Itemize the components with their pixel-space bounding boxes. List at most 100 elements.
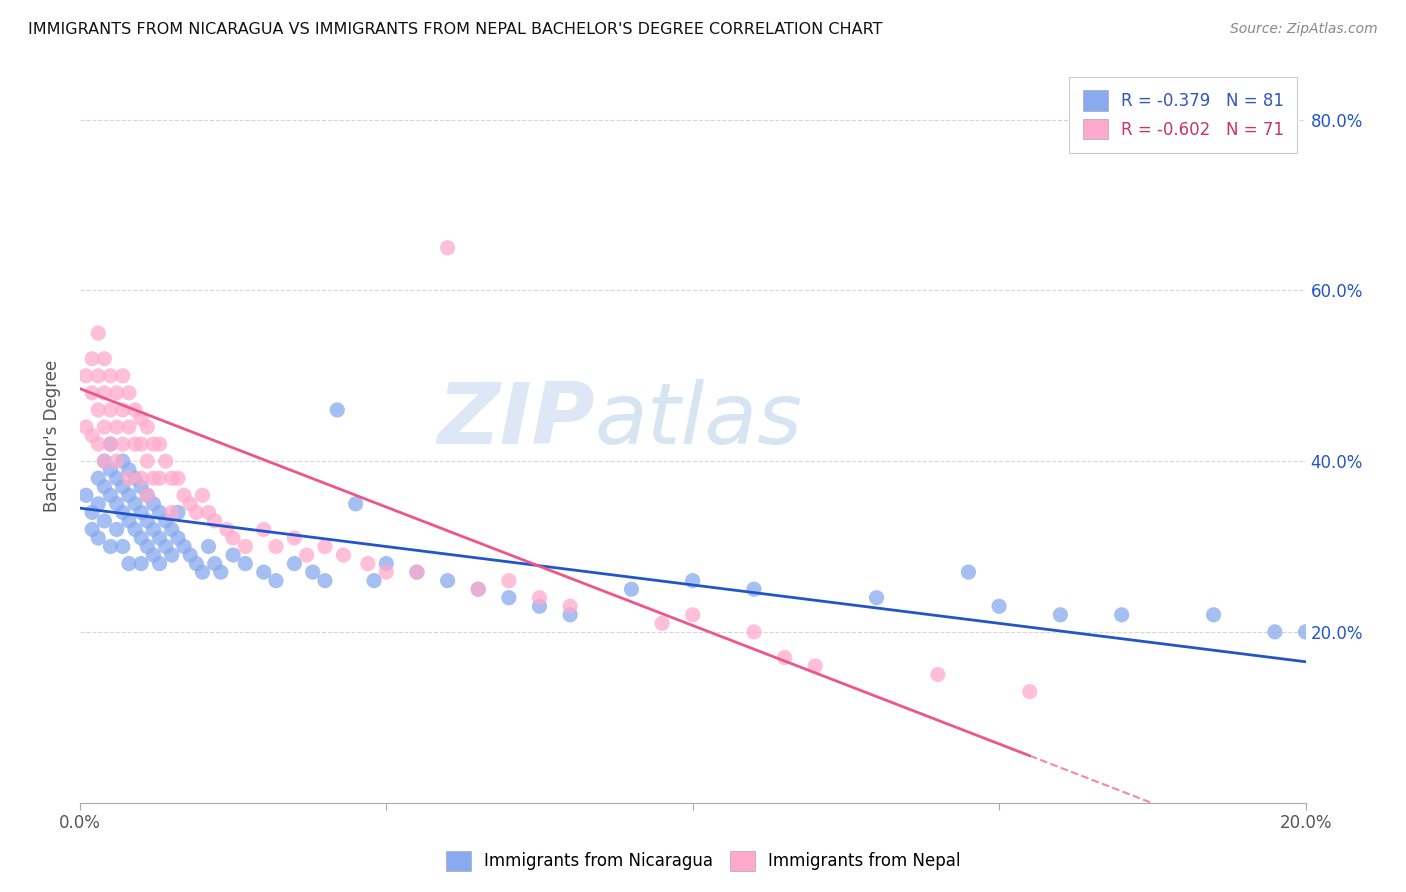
Point	[160, 548, 183, 562]
Point	[118, 420, 141, 434]
Point	[124, 497, 146, 511]
Point	[804, 659, 827, 673]
Point	[927, 667, 949, 681]
Point	[197, 540, 219, 554]
Point	[148, 531, 170, 545]
Point	[167, 505, 190, 519]
Point	[283, 531, 305, 545]
Point	[136, 454, 159, 468]
Point	[105, 523, 128, 537]
Point	[142, 497, 165, 511]
Point	[148, 437, 170, 451]
Point	[620, 582, 643, 597]
Point	[129, 411, 152, 425]
Text: ZIP: ZIP	[437, 379, 595, 462]
Point	[742, 582, 765, 597]
Point	[87, 531, 110, 545]
Point	[406, 565, 429, 579]
Point	[111, 540, 134, 554]
Point	[1264, 624, 1286, 639]
Point	[204, 514, 226, 528]
Point	[742, 624, 765, 639]
Point	[155, 514, 177, 528]
Point	[105, 385, 128, 400]
Point	[105, 420, 128, 434]
Point	[82, 385, 104, 400]
Point	[100, 437, 122, 451]
Point	[105, 497, 128, 511]
Point	[93, 385, 115, 400]
Point	[155, 454, 177, 468]
Point	[93, 351, 115, 366]
Point	[129, 531, 152, 545]
Point	[344, 497, 367, 511]
Point	[111, 437, 134, 451]
Point	[87, 368, 110, 383]
Point	[682, 574, 704, 588]
Point	[467, 582, 489, 597]
Point	[222, 548, 245, 562]
Point	[363, 574, 385, 588]
Point	[357, 557, 380, 571]
Point	[179, 497, 201, 511]
Point	[75, 488, 97, 502]
Point	[375, 557, 398, 571]
Point	[136, 540, 159, 554]
Point	[105, 454, 128, 468]
Point	[87, 403, 110, 417]
Point	[129, 437, 152, 451]
Point	[326, 403, 349, 417]
Point	[186, 505, 208, 519]
Point	[160, 523, 183, 537]
Point	[436, 241, 458, 255]
Point	[191, 488, 214, 502]
Point	[118, 471, 141, 485]
Point	[191, 565, 214, 579]
Point	[136, 420, 159, 434]
Point	[136, 488, 159, 502]
Point	[160, 471, 183, 485]
Point	[264, 540, 287, 554]
Point	[529, 599, 551, 614]
Point	[197, 505, 219, 519]
Point	[87, 326, 110, 340]
Point	[173, 488, 195, 502]
Point	[215, 523, 238, 537]
Point	[253, 565, 276, 579]
Point	[314, 574, 336, 588]
Point	[179, 548, 201, 562]
Point	[295, 548, 318, 562]
Point	[314, 540, 336, 554]
Point	[865, 591, 887, 605]
Point	[118, 488, 141, 502]
Point	[1018, 684, 1040, 698]
Point	[651, 616, 673, 631]
Point	[148, 557, 170, 571]
Point	[173, 540, 195, 554]
Point	[111, 480, 134, 494]
Point	[233, 557, 256, 571]
Point	[1295, 624, 1317, 639]
Point	[160, 505, 183, 519]
Point	[100, 463, 122, 477]
Point	[142, 523, 165, 537]
Point	[682, 607, 704, 622]
Point	[111, 454, 134, 468]
Point	[93, 454, 115, 468]
Point	[82, 523, 104, 537]
Point	[100, 403, 122, 417]
Point	[93, 454, 115, 468]
Point	[100, 368, 122, 383]
Point	[1049, 607, 1071, 622]
Point	[93, 514, 115, 528]
Point	[253, 523, 276, 537]
Point	[155, 540, 177, 554]
Point	[111, 368, 134, 383]
Point	[558, 599, 581, 614]
Point	[773, 650, 796, 665]
Point	[82, 505, 104, 519]
Point	[222, 531, 245, 545]
Point	[558, 607, 581, 622]
Point	[467, 582, 489, 597]
Point	[148, 471, 170, 485]
